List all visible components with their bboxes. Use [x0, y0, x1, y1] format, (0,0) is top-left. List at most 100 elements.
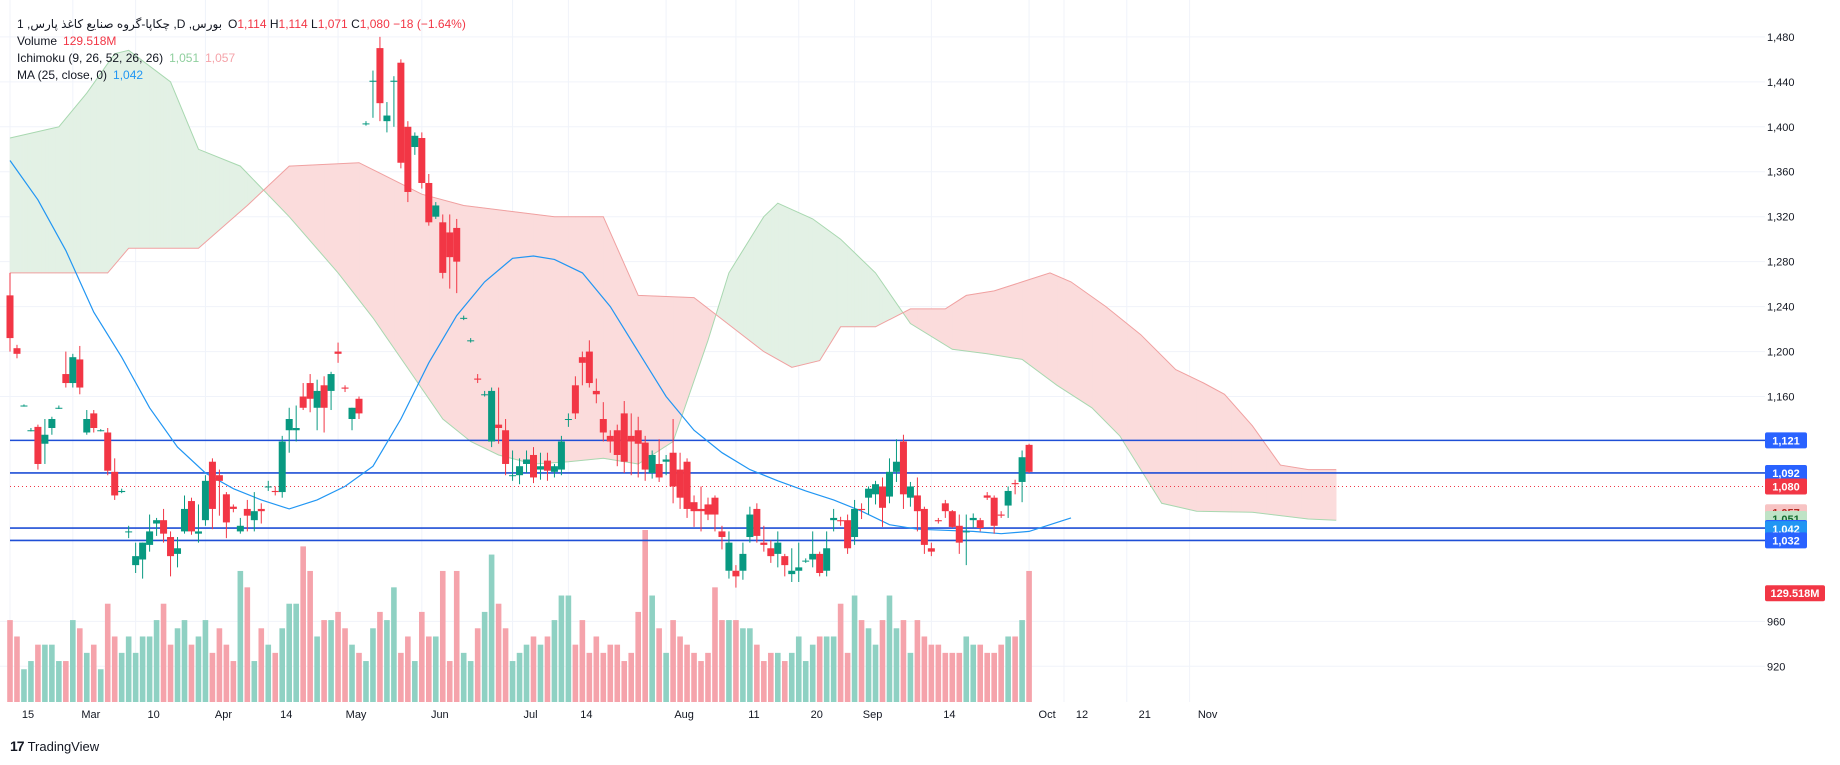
candle-body	[550, 466, 558, 472]
ichimoku-cloud-segment	[938, 308, 943, 344]
tradingview-branding[interactable]: 17 TradingView	[10, 738, 99, 754]
price-axis-badge	[1765, 432, 1807, 449]
volume-bar	[244, 587, 251, 702]
volume-bar	[356, 652, 362, 702]
candle-body	[467, 340, 475, 342]
volume-bar	[837, 603, 844, 702]
volume-bar	[439, 570, 446, 702]
candle-body	[795, 567, 803, 571]
ichimoku-cloud-segment	[945, 306, 950, 348]
ichimoku-cloud-segment	[951, 301, 957, 351]
candle-body	[174, 548, 182, 554]
ichimoku-cloud-segment	[369, 167, 374, 319]
candle-body	[690, 502, 698, 512]
candle-body	[530, 454, 537, 478]
candle-body	[362, 123, 370, 125]
volume-bar	[865, 628, 872, 702]
ichimoku-cloud-segment	[1164, 358, 1169, 506]
volume-bar	[167, 644, 174, 702]
ichimoku-cloud-segment	[288, 165, 293, 222]
ichimoku-cloud-segment	[376, 170, 381, 329]
candle-body	[557, 441, 565, 470]
ichimoku-cloud-segment	[774, 202, 779, 360]
ichimoku-cloud-segment	[1273, 454, 1278, 516]
candle-body	[264, 486, 272, 488]
candle-body	[802, 560, 810, 562]
ichimoku-cloud-segment	[1067, 279, 1072, 395]
volume-bar	[656, 628, 662, 702]
volume-bar	[844, 652, 851, 702]
candle-body	[746, 514, 754, 538]
ichimoku-cloud-segment	[1095, 298, 1100, 416]
ichimoku-cloud-segment	[159, 73, 164, 249]
ichimoku-cloud-segment	[941, 308, 946, 346]
volume-bar	[670, 620, 676, 702]
y-tick-label: 1,160	[1767, 392, 1795, 404]
ichimoku-cloud-segment	[547, 215, 552, 464]
ichimoku-cloud-segment	[508, 210, 513, 459]
ichimoku-cloud-segment	[763, 212, 768, 355]
ichimoku-cloud-segment	[578, 216, 583, 462]
volume-bar	[125, 636, 132, 702]
x-tick-label: 11	[748, 709, 759, 721]
volume-bar	[188, 644, 195, 702]
ichimoku-cloud-segment	[990, 290, 995, 356]
price-axis-badge-label: 1,092	[1772, 468, 1800, 480]
ichimoku-cloud-segment	[568, 216, 573, 463]
volume-bar	[747, 628, 753, 702]
ichimoku-cloud-segment	[575, 216, 580, 462]
candle-body	[641, 442, 649, 470]
ichimoku-cloud-segment	[536, 214, 541, 465]
price-axis-badge	[1765, 464, 1807, 481]
volume-bar	[949, 652, 956, 702]
ichimoku-cloud-segment	[13, 136, 18, 274]
volume-bar	[174, 628, 181, 702]
ichimoku-cloud-segment	[219, 157, 224, 231]
legend-symbol-row: 1 ,چکاپا-گروه صنایع کاغذ پارس ,D ,بورس O…	[17, 16, 466, 33]
volume-bar	[21, 669, 27, 702]
candle-body	[299, 396, 307, 408]
legend-ichimoku-row[interactable]: Ichimoku (9, 26, 52, 26, 26) 1,051 1,057	[17, 50, 466, 67]
ichimoku-cloud-segment	[1206, 384, 1211, 512]
ichimoku-cloud-segment	[658, 295, 663, 452]
symbol-title[interactable]: 1 ,چکاپا-گروه صنایع کاغذ پارس ,D ,بورس	[17, 17, 223, 31]
volume-bar	[391, 587, 397, 702]
ichimoku-cloud-segment	[840, 238, 845, 328]
volume-bar	[146, 636, 153, 702]
volume-bar	[300, 546, 306, 702]
ichimoku-cloud-segment	[386, 176, 391, 345]
ichimoku-cloud-segment	[229, 161, 234, 222]
legend-volume-row[interactable]: Volume 129.518M	[17, 33, 466, 50]
x-tick-label: 20	[811, 709, 823, 721]
ichimoku-cloud-segment	[672, 296, 677, 442]
ichimoku-cloud-segment	[1088, 293, 1093, 409]
ichimoku-cloud-segment	[550, 215, 555, 464]
ichimoku-cloud-segment	[749, 232, 754, 345]
candle-body	[927, 548, 935, 552]
candle-body	[774, 542, 782, 554]
ichimoku-cloud-segment	[760, 215, 765, 353]
ichimoku-cloud-segment	[557, 216, 562, 463]
candle-body	[669, 452, 677, 487]
ichimoku-cloud-segment	[20, 134, 25, 274]
ichimoku-cloud-segment	[295, 165, 300, 230]
ichimoku-cloud-segment	[431, 196, 437, 410]
ichimoku-cloud-segment	[1147, 340, 1152, 488]
ichimoku-cloud-segment	[96, 72, 102, 274]
ichimoku-cloud-segment	[1014, 282, 1019, 360]
ichimoku-cloud-segment	[1227, 397, 1232, 513]
candle-body	[620, 413, 628, 462]
candle-body	[899, 441, 907, 495]
candle-body	[425, 182, 433, 223]
volume-bar	[935, 644, 942, 702]
volume-bar	[963, 636, 970, 702]
candle-body	[516, 466, 524, 476]
ichimoku-cloud-segment	[679, 296, 684, 422]
legend-ma-row[interactable]: MA (25, close, 0) 1,042	[17, 67, 466, 84]
ichimoku-cloud-segment	[334, 163, 339, 274]
volume-bar	[90, 644, 97, 702]
ichimoku-cloud-segment	[868, 265, 873, 328]
price-axis-badge-label: 129.518M	[1771, 588, 1820, 600]
ichimoku-cloud-segment	[833, 233, 838, 340]
